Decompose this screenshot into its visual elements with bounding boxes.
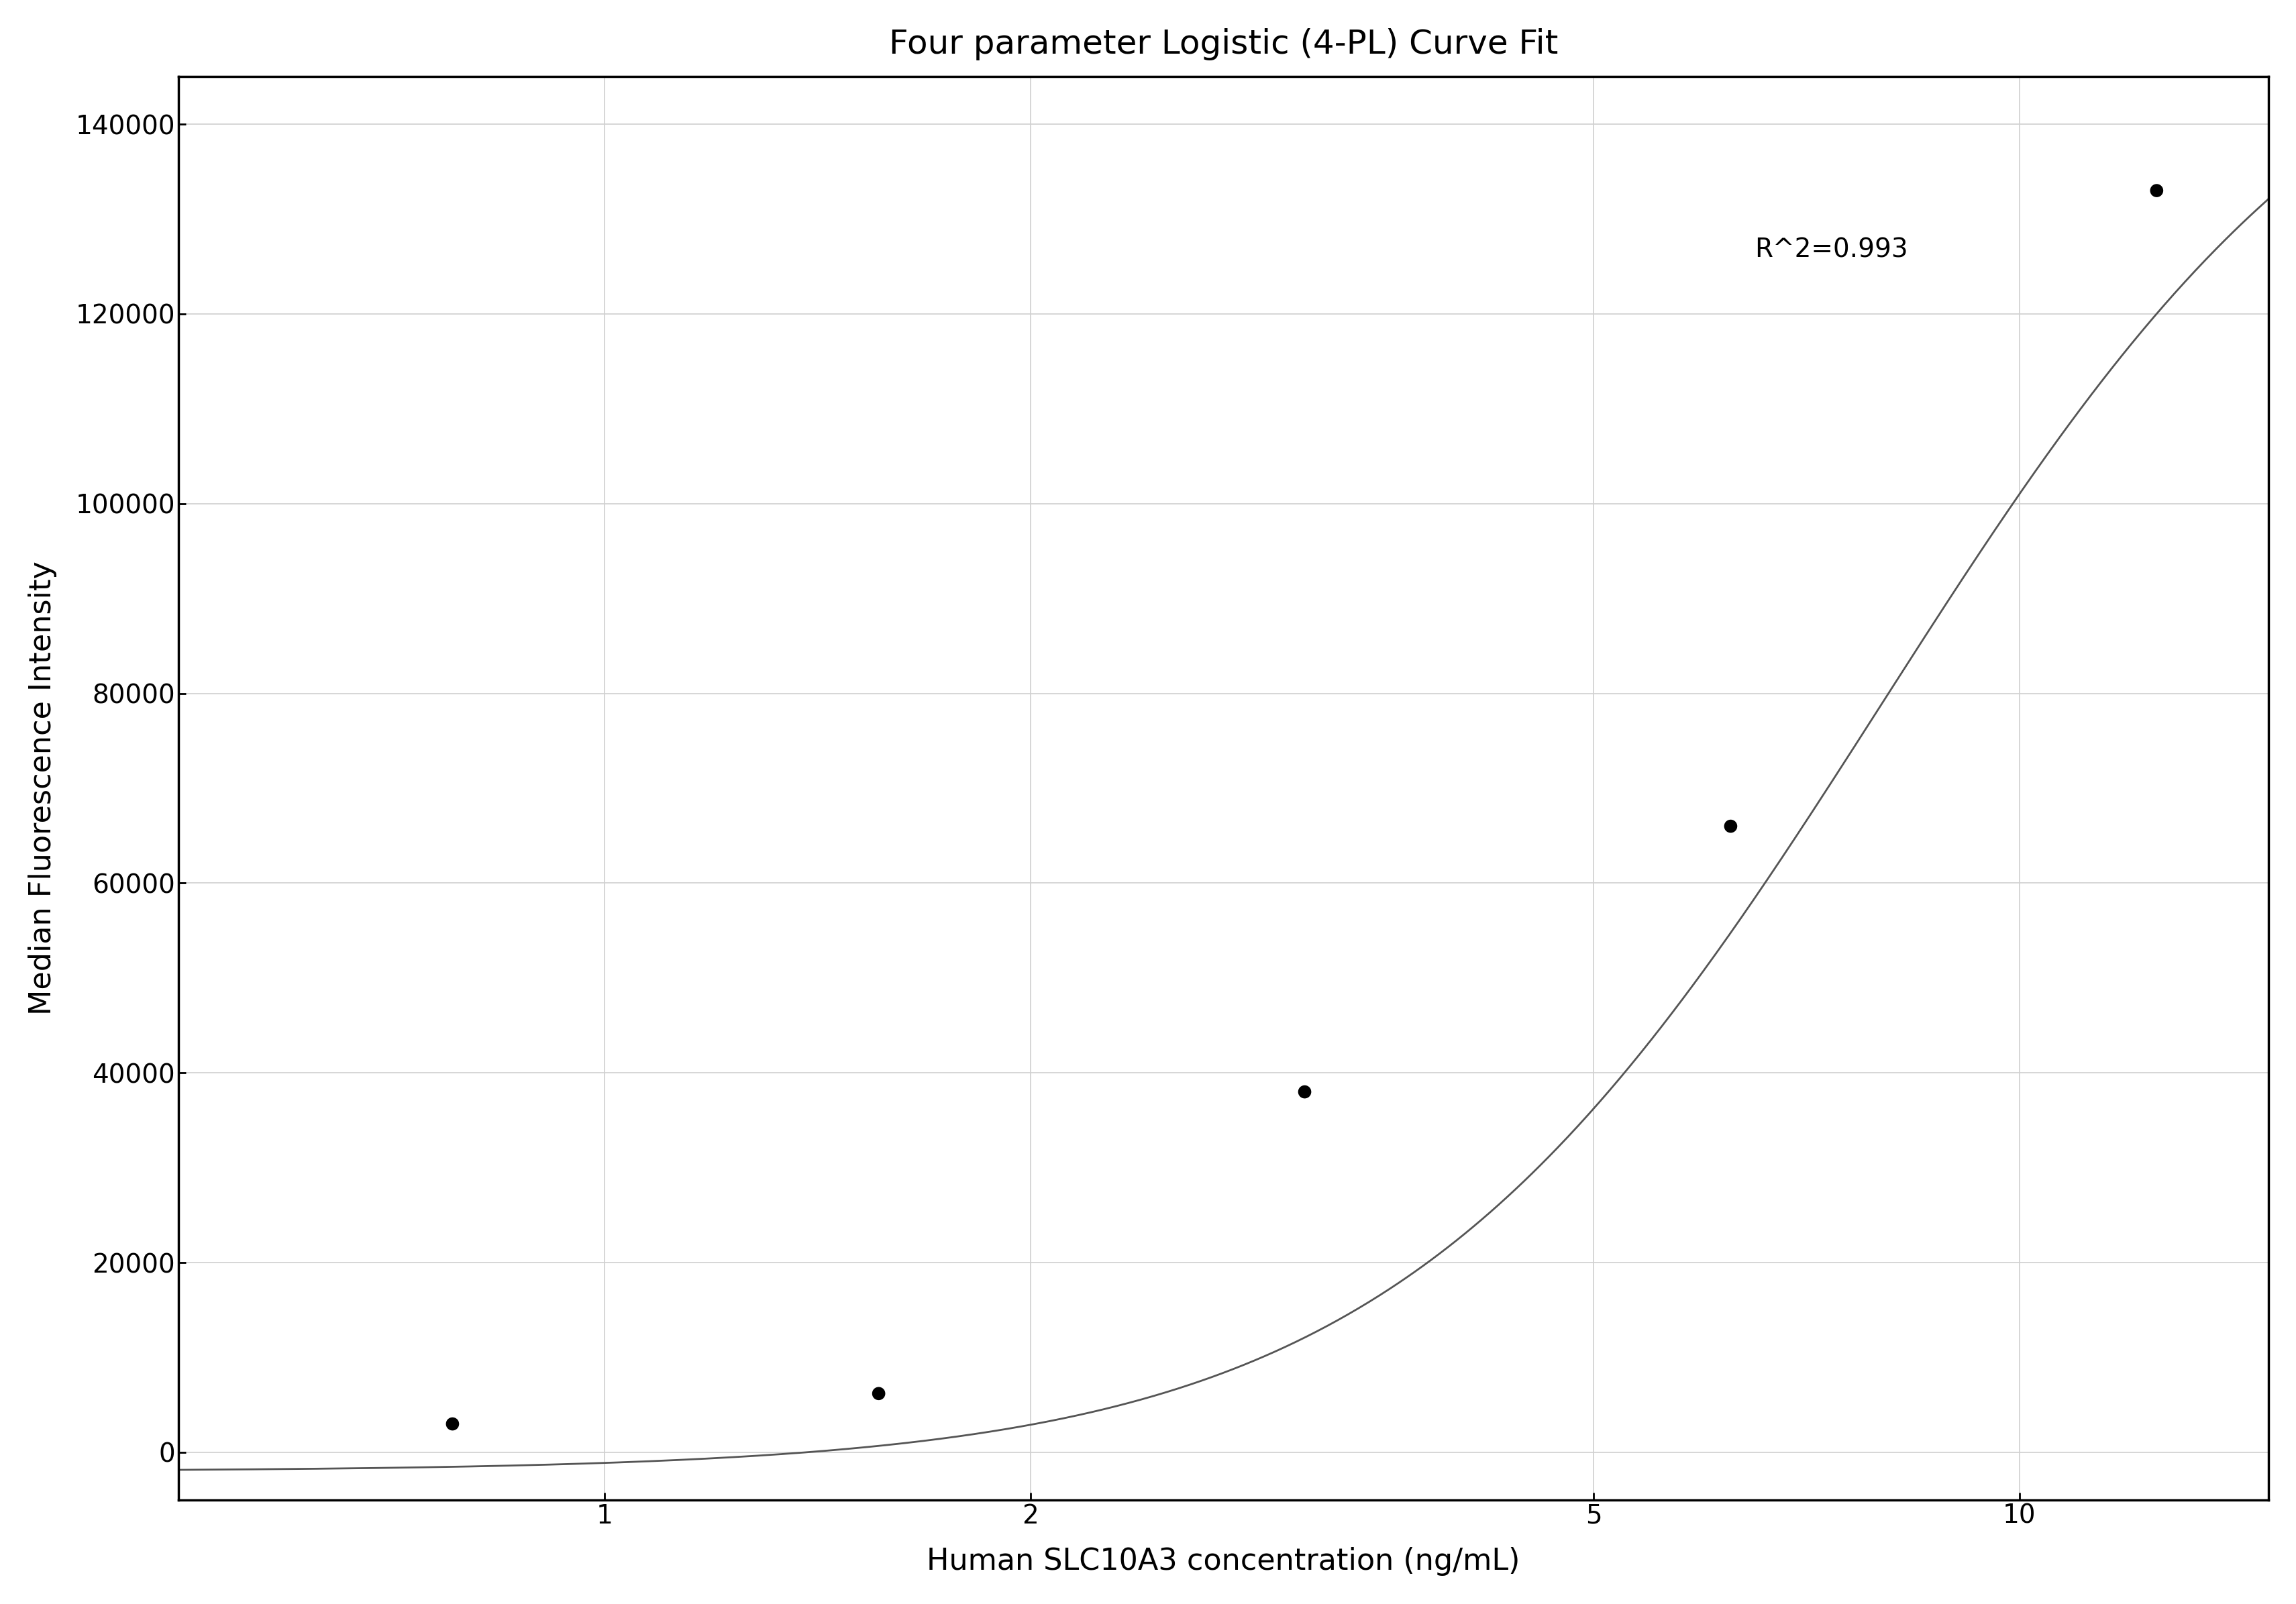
X-axis label: Human SLC10A3 concentration (ng/mL): Human SLC10A3 concentration (ng/mL) bbox=[928, 1548, 1520, 1577]
Title: Four parameter Logistic (4-PL) Curve Fit: Four parameter Logistic (4-PL) Curve Fit bbox=[889, 27, 1557, 61]
Y-axis label: Median Fluorescence Intensity: Median Fluorescence Intensity bbox=[28, 561, 57, 1015]
Point bbox=[434, 1412, 471, 1437]
Point bbox=[1713, 813, 1750, 839]
Point bbox=[1286, 1079, 1322, 1105]
Text: R^2=0.993: R^2=0.993 bbox=[1754, 237, 1908, 263]
Point bbox=[861, 1381, 898, 1407]
Point bbox=[2138, 178, 2174, 204]
